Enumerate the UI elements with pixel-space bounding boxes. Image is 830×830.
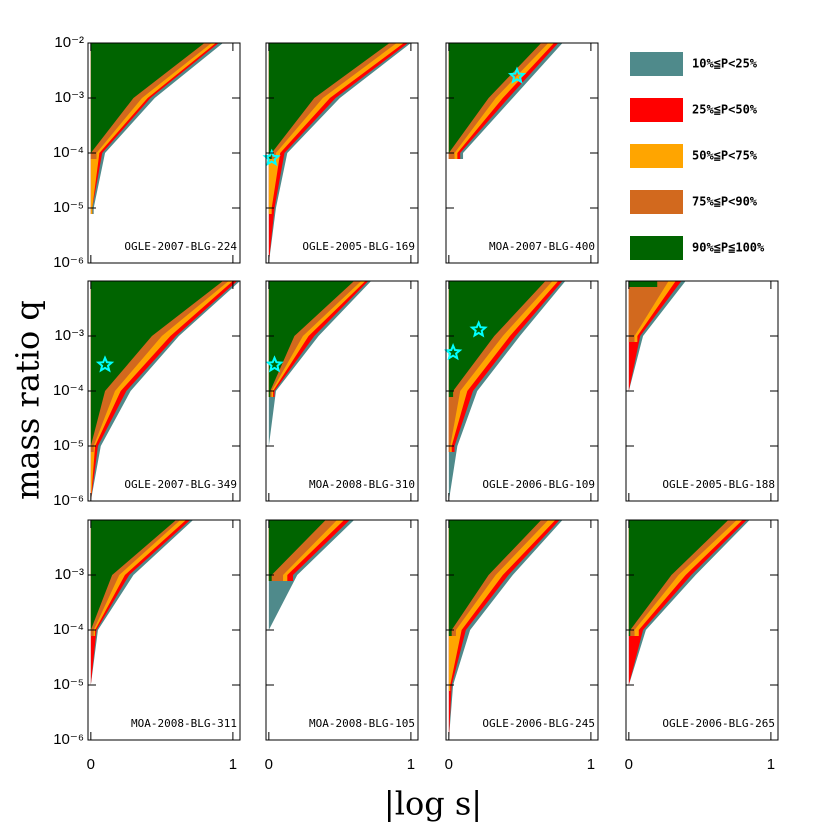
efficiency-region xyxy=(448,43,542,159)
panel-plot xyxy=(448,520,563,740)
planet-star xyxy=(443,343,463,361)
y-tick-label: 10⁻³ xyxy=(54,566,84,583)
legend-label: 25%≦P<50% xyxy=(692,103,758,117)
y-tick-label: 10⁻⁶ xyxy=(53,731,84,748)
panel: OGLE-2007-BLG-224 10⁻² 10⁻³ 10⁻⁴ 10⁻⁵ 10⁻⁶ xyxy=(53,34,241,271)
legend-label: 90%≦P≦100% xyxy=(692,241,765,255)
panel-name: OGLE-2005-BLG-188 xyxy=(662,478,775,491)
panel-name: MOA-2007-BLG-400 xyxy=(489,240,595,253)
efficiency-region xyxy=(90,281,223,452)
planet-star xyxy=(469,320,488,338)
legend-swatch xyxy=(630,190,683,214)
y-tick-label: 10⁻³ xyxy=(54,89,84,106)
panel-name: OGLE-2006-BLG-109 xyxy=(482,478,595,491)
panel-plot xyxy=(628,281,686,397)
y-tick-label: 10⁻³ xyxy=(54,327,84,344)
y-tick-label: 10⁻² xyxy=(54,34,84,51)
panel-plot xyxy=(90,520,194,691)
efficiency-region xyxy=(448,281,546,397)
x-tick-label: 1 xyxy=(407,756,415,773)
efficiency-region xyxy=(448,520,542,636)
legend-label: 10%≦P<25% xyxy=(692,57,758,71)
x-tick-label: 0 xyxy=(87,756,95,773)
legend-label: 75%≦P<90% xyxy=(692,195,758,209)
y-tick-label: 10⁻⁵ xyxy=(53,676,84,693)
panel-name: MOA-2008-BLG-311 xyxy=(131,717,237,730)
efficiency-region xyxy=(90,520,177,636)
panel-plot xyxy=(628,520,750,691)
y-tick-label: 10⁻⁴ xyxy=(53,621,84,638)
y-axis-label: mass ratio q xyxy=(9,300,47,500)
planet-star xyxy=(95,355,115,373)
y-tick-label: 10⁻⁵ xyxy=(53,199,84,216)
panel-plot xyxy=(268,43,411,263)
efficiency-region xyxy=(90,43,205,159)
y-tick-label: 10⁻⁵ xyxy=(53,437,84,454)
efficiency-region xyxy=(628,281,669,342)
panel-plot xyxy=(448,281,566,501)
panel-name: OGLE-2006-BLG-245 xyxy=(482,717,595,730)
panel: MOA-2008-BLG-105 0 1 xyxy=(265,519,419,773)
panel-name: OGLE-2005-BLG-169 xyxy=(302,240,415,253)
panel: OGLE-2007-BLG-349 10⁻³ 10⁻⁴ 10⁻⁵ 10⁻⁶ xyxy=(53,280,241,509)
y-tick-label: 10⁻⁶ xyxy=(53,254,84,271)
panel-name: OGLE-2007-BLG-224 xyxy=(124,240,237,253)
y-tick-label: 10⁻⁴ xyxy=(53,144,84,161)
legend-swatch xyxy=(630,236,683,260)
panel: OGLE-2005-BLG-169 xyxy=(262,42,419,264)
panel-name: OGLE-2007-BLG-349 xyxy=(124,478,237,491)
x-tick-label: 0 xyxy=(265,756,273,773)
efficiency-region xyxy=(268,520,326,581)
panel: MOA-2007-BLG-400 xyxy=(445,42,599,264)
legend-swatch xyxy=(630,144,683,168)
panel: OGLE-2006-BLG-109 xyxy=(443,280,599,502)
x-tick-label: 1 xyxy=(229,756,237,773)
efficiency-region xyxy=(628,520,729,636)
y-tick-label: 10⁻⁶ xyxy=(53,492,84,509)
panel-plot xyxy=(90,281,240,501)
legend-label: 50%≦P<75% xyxy=(692,149,758,163)
legend-swatch xyxy=(630,52,683,76)
x-tick-label: 0 xyxy=(445,756,453,773)
panel: OGLE-2006-BLG-265 0 1 xyxy=(625,519,779,773)
planet-star xyxy=(262,148,281,167)
efficiency-region xyxy=(628,281,658,287)
y-tick-label: 10⁻⁴ xyxy=(53,382,84,399)
panel-name: MOA-2008-BLG-310 xyxy=(309,478,415,491)
panel: OGLE-2006-BLG-245 0 1 xyxy=(445,519,599,773)
panel-name: MOA-2008-BLG-105 xyxy=(309,717,415,730)
panel-plot xyxy=(268,281,372,452)
panel: MOA-2008-BLG-310 xyxy=(265,280,419,502)
panel: MOA-2008-BLG-311 10⁻³ 10⁻⁴ 10⁻⁵ 10⁻⁶0 1 xyxy=(53,519,241,773)
x-tick-label: 1 xyxy=(587,756,595,773)
panel-name: OGLE-2006-BLG-265 xyxy=(662,717,775,730)
x-tick-label: 1 xyxy=(767,756,775,773)
panel-plot xyxy=(90,43,223,214)
panel-plot xyxy=(448,43,563,159)
x-tick-label: 0 xyxy=(625,756,633,773)
planet-star xyxy=(507,66,527,84)
efficiency-region xyxy=(268,43,390,159)
legend-swatch xyxy=(630,98,683,122)
x-axis-label: |log s| xyxy=(384,785,482,823)
efficiency-region xyxy=(268,281,355,397)
panel-plot xyxy=(268,520,355,636)
panel: OGLE-2005-BLG-188 xyxy=(625,280,779,502)
planet-star xyxy=(265,355,284,373)
